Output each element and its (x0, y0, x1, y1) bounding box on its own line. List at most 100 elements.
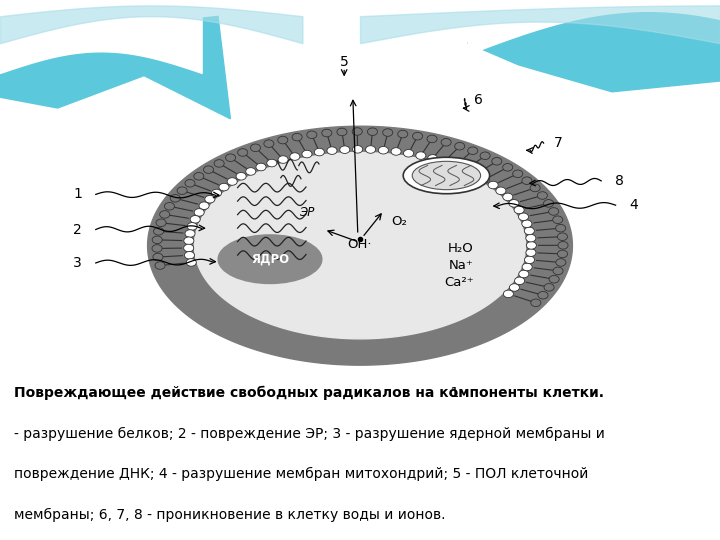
Circle shape (322, 129, 332, 137)
Circle shape (526, 241, 536, 249)
Circle shape (327, 147, 337, 154)
Circle shape (480, 152, 490, 159)
Text: H₂O: H₂O (448, 242, 474, 255)
Text: ЯДРО: ЯДРО (251, 253, 289, 266)
Text: 1: 1 (446, 386, 464, 400)
Text: 5: 5 (340, 55, 348, 69)
Circle shape (427, 135, 437, 143)
Text: OH·: OH· (348, 238, 372, 251)
Circle shape (236, 172, 246, 180)
Circle shape (391, 148, 401, 156)
Circle shape (509, 200, 519, 207)
Circle shape (553, 216, 563, 224)
Circle shape (194, 172, 204, 180)
Circle shape (470, 171, 480, 178)
Circle shape (184, 244, 194, 252)
Circle shape (152, 236, 162, 244)
Text: мембраны; 6, 7, 8 - проникновение в клетку воды и ионов.: мембраны; 6, 7, 8 - проникновение в клет… (14, 508, 446, 522)
Circle shape (522, 220, 532, 227)
Circle shape (184, 252, 194, 259)
Circle shape (378, 146, 388, 154)
Circle shape (415, 152, 426, 159)
Circle shape (170, 194, 180, 202)
Circle shape (518, 213, 528, 220)
Circle shape (153, 227, 163, 235)
Text: 3: 3 (73, 256, 82, 270)
Circle shape (509, 284, 519, 291)
Text: 8: 8 (615, 174, 624, 188)
Text: повреждение ДНК; 4 - разрушение мембран митохондрий; 5 - ПОЛ клеточной: повреждение ДНК; 4 - разрушение мембран … (14, 467, 589, 481)
Circle shape (441, 138, 451, 146)
Circle shape (160, 211, 170, 218)
Circle shape (156, 219, 166, 227)
Circle shape (177, 187, 187, 194)
Circle shape (186, 259, 197, 266)
Circle shape (461, 166, 471, 173)
Circle shape (302, 150, 312, 158)
Circle shape (450, 162, 460, 170)
Circle shape (544, 200, 554, 207)
Polygon shape (0, 0, 230, 119)
Circle shape (204, 195, 215, 203)
Circle shape (225, 154, 235, 161)
Circle shape (246, 167, 256, 175)
Circle shape (524, 256, 534, 264)
Circle shape (204, 166, 214, 173)
Circle shape (480, 176, 490, 184)
Circle shape (530, 184, 540, 192)
Circle shape (531, 299, 541, 307)
Circle shape (526, 234, 536, 242)
Polygon shape (468, 0, 720, 92)
Circle shape (519, 270, 529, 278)
Circle shape (152, 245, 162, 252)
Circle shape (264, 140, 274, 147)
Circle shape (194, 208, 204, 216)
Circle shape (413, 132, 423, 140)
Circle shape (522, 263, 532, 271)
Circle shape (353, 146, 363, 153)
Text: O₂: O₂ (392, 215, 408, 228)
Circle shape (187, 222, 197, 230)
Text: Na⁺: Na⁺ (449, 259, 473, 272)
Circle shape (219, 183, 229, 191)
Circle shape (514, 206, 524, 214)
Circle shape (513, 170, 523, 178)
Polygon shape (194, 153, 526, 339)
Circle shape (289, 153, 300, 160)
Circle shape (315, 148, 325, 156)
Text: Повреждающее действие свободных радикалов на компоненты клетки.: Повреждающее действие свободных радикало… (14, 386, 604, 401)
Circle shape (266, 159, 276, 167)
Circle shape (549, 275, 559, 283)
Circle shape (549, 208, 559, 215)
Text: 7: 7 (554, 136, 562, 150)
Text: 1: 1 (73, 187, 82, 201)
Circle shape (515, 277, 525, 285)
Circle shape (557, 233, 567, 240)
Polygon shape (148, 126, 572, 365)
Text: - разрушение белков; 2 - повреждение ЭР; 3 - разрушение ядерной мембраны и: - разрушение белков; 2 - повреждение ЭР;… (14, 427, 606, 441)
Circle shape (439, 158, 449, 166)
Circle shape (503, 164, 513, 171)
Circle shape (556, 259, 566, 266)
Circle shape (184, 237, 194, 245)
Circle shape (553, 267, 563, 275)
Circle shape (367, 128, 377, 136)
Text: 4: 4 (629, 198, 638, 212)
Circle shape (468, 147, 478, 154)
Circle shape (488, 181, 498, 189)
Circle shape (278, 136, 288, 144)
Circle shape (538, 292, 548, 299)
Ellipse shape (218, 235, 322, 284)
Circle shape (238, 148, 248, 156)
Circle shape (366, 146, 376, 153)
Circle shape (155, 262, 165, 269)
Circle shape (307, 131, 317, 139)
Circle shape (292, 133, 302, 141)
Circle shape (382, 129, 392, 136)
Text: 2: 2 (73, 222, 82, 237)
Circle shape (524, 227, 534, 235)
Circle shape (199, 202, 209, 210)
Circle shape (503, 193, 513, 201)
Circle shape (340, 146, 350, 153)
Circle shape (278, 156, 288, 163)
